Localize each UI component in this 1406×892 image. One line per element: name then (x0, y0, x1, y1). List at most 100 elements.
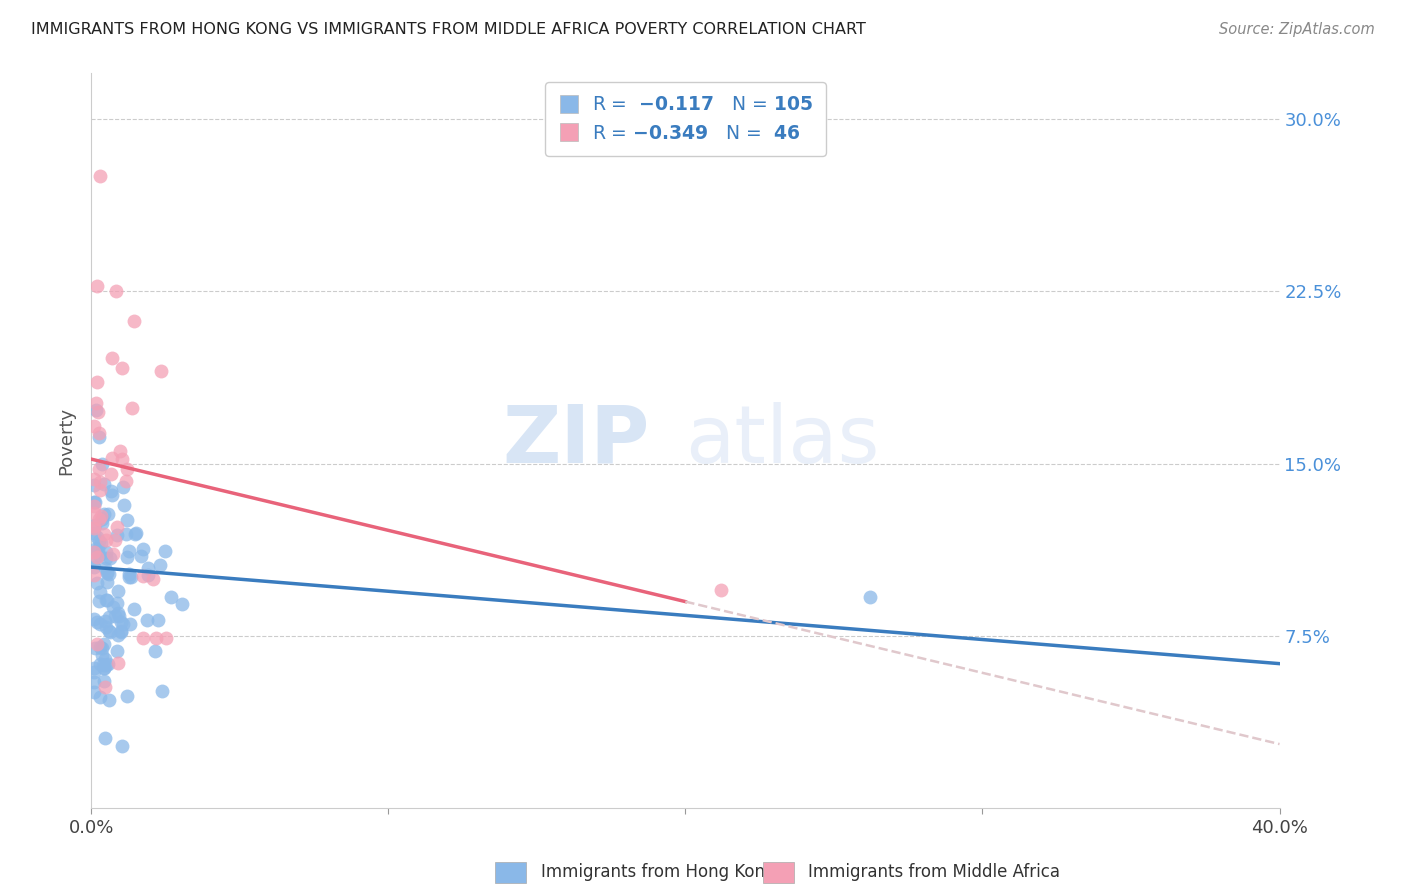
Point (115, 526, 138, 541)
Point (152, 684, 174, 698)
Point (89, 585, 111, 599)
Point (112, 616, 135, 631)
Point (115, 513, 138, 527)
Point (83, 472, 105, 486)
Point (115, 549, 138, 564)
Point (86, 375, 108, 389)
Point (94, 680, 117, 694)
Point (110, 625, 132, 640)
Point (93, 661, 115, 675)
Point (87, 462, 110, 476)
Point (93, 661, 115, 675)
Point (129, 549, 152, 563)
Point (118, 543, 141, 558)
Point (89, 616, 111, 631)
Point (97, 624, 120, 639)
Point (86, 530, 108, 544)
Point (94, 533, 117, 547)
Legend: R =  $\mathbf{-0.117}$   N = $\mathbf{105}$, R = $\mathbf{-0.349}$   N =  $\math: R = $\mathbf{-0.117}$ N = $\mathbf{105}$… (546, 82, 825, 156)
Point (108, 443, 131, 458)
Point (101, 450, 124, 465)
Point (83, 661, 105, 675)
Point (117, 462, 139, 476)
Point (105, 520, 128, 534)
Point (107, 583, 129, 598)
Point (105, 595, 128, 609)
Point (94, 620, 117, 634)
Point (83, 612, 105, 626)
Point (86, 542, 108, 557)
Point (91, 641, 114, 656)
Point (112, 498, 135, 512)
Point (96, 566, 118, 580)
Point (87, 430, 110, 444)
Text: atlas: atlas (685, 401, 880, 480)
Point (159, 590, 181, 604)
Point (83, 545, 105, 559)
Point (124, 527, 146, 541)
Point (110, 615, 132, 629)
Point (86, 615, 108, 629)
Point (89, 483, 111, 497)
Point (111, 361, 134, 376)
Point (101, 599, 124, 614)
Point (110, 624, 132, 639)
Point (132, 631, 155, 645)
Point (124, 602, 146, 616)
Point (97, 609, 120, 624)
Point (83, 559, 105, 574)
Point (83, 640, 105, 655)
Point (91, 658, 114, 673)
Point (100, 467, 122, 481)
Point (125, 525, 148, 540)
Point (96, 592, 118, 607)
Point (153, 544, 176, 558)
Point (107, 528, 129, 542)
Point (83, 506, 105, 520)
Point (84, 396, 107, 410)
Point (89, 475, 111, 490)
Point (87, 405, 110, 419)
Point (83, 494, 105, 508)
Point (83, 567, 105, 582)
Point (83, 519, 105, 533)
Point (115, 474, 138, 488)
Point (97, 567, 120, 582)
Point (98, 624, 121, 639)
Point (107, 607, 129, 621)
Point (83, 674, 105, 689)
Point (89, 548, 111, 562)
Point (104, 533, 127, 548)
Point (86, 550, 108, 565)
Point (86, 637, 108, 651)
Point (118, 570, 141, 584)
Point (132, 541, 155, 556)
Point (90, 509, 112, 524)
Point (93, 674, 115, 689)
Point (155, 631, 177, 645)
Point (93, 508, 115, 522)
Point (83, 526, 105, 541)
Text: Immigrants from Hong Kong: Immigrants from Hong Kong (541, 863, 776, 881)
Point (94, 561, 117, 575)
Point (83, 494, 105, 508)
Point (146, 613, 169, 627)
Point (83, 665, 105, 679)
Point (150, 364, 173, 378)
Point (94, 545, 117, 559)
Point (94, 651, 117, 665)
Point (84, 403, 107, 417)
Point (83, 521, 105, 535)
Point (84, 518, 107, 533)
Point (94, 731, 117, 746)
Point (90, 536, 112, 550)
Point (104, 284, 127, 298)
Point (118, 566, 141, 581)
Point (83, 553, 105, 567)
Point (89, 690, 111, 705)
Point (86, 575, 108, 590)
Text: IMMIGRANTS FROM HONG KONG VS IMMIGRANTS FROM MIDDLE AFRICA POVERTY CORRELATION C: IMMIGRANTS FROM HONG KONG VS IMMIGRANTS … (31, 22, 866, 37)
Point (136, 613, 159, 627)
Point (104, 608, 127, 623)
Point (93, 636, 115, 650)
